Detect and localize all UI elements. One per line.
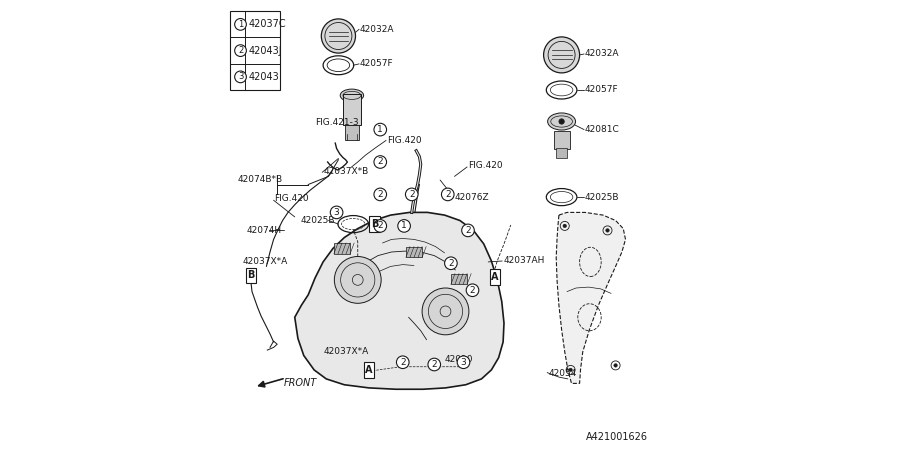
FancyBboxPatch shape (490, 269, 500, 285)
Text: 3: 3 (461, 358, 466, 367)
Text: B: B (371, 219, 378, 229)
Text: FIG.421-3: FIG.421-3 (315, 118, 358, 127)
Text: 42043: 42043 (248, 72, 280, 82)
Circle shape (374, 156, 387, 168)
FancyBboxPatch shape (554, 130, 570, 148)
FancyBboxPatch shape (334, 243, 350, 254)
Text: 42081C: 42081C (585, 125, 620, 134)
Circle shape (398, 220, 410, 232)
Text: 2: 2 (377, 158, 383, 166)
Circle shape (335, 256, 382, 303)
Circle shape (614, 364, 617, 367)
FancyBboxPatch shape (369, 216, 380, 232)
Circle shape (235, 71, 247, 83)
Text: 42025B: 42025B (585, 193, 619, 202)
Circle shape (321, 19, 356, 53)
Text: 2: 2 (400, 358, 406, 367)
Text: 42037X*A: 42037X*A (242, 257, 287, 266)
Text: 42037AH: 42037AH (503, 256, 544, 265)
Text: 3: 3 (238, 72, 243, 81)
FancyBboxPatch shape (230, 11, 280, 90)
Text: FIG.420: FIG.420 (274, 194, 309, 203)
Circle shape (428, 358, 441, 371)
Text: 42037X*A: 42037X*A (323, 346, 368, 356)
Text: 1: 1 (238, 20, 243, 29)
Circle shape (405, 188, 418, 201)
Circle shape (462, 224, 474, 237)
Text: 42057F: 42057F (360, 59, 393, 68)
Circle shape (563, 224, 567, 228)
Text: 42037C: 42037C (248, 19, 286, 29)
FancyBboxPatch shape (345, 125, 359, 140)
FancyBboxPatch shape (364, 362, 374, 378)
Circle shape (544, 37, 580, 73)
Circle shape (235, 45, 247, 56)
Text: 42057F: 42057F (585, 86, 618, 94)
Text: 42054: 42054 (548, 369, 577, 378)
FancyBboxPatch shape (451, 274, 467, 284)
Circle shape (422, 288, 469, 335)
Text: B: B (248, 270, 255, 280)
Circle shape (235, 18, 247, 30)
FancyBboxPatch shape (247, 267, 256, 284)
Text: 42074B*B: 42074B*B (238, 176, 283, 184)
Circle shape (457, 356, 470, 369)
Text: 42025B: 42025B (301, 216, 335, 225)
Text: 42032A: 42032A (585, 50, 619, 58)
Circle shape (466, 284, 479, 297)
FancyBboxPatch shape (556, 148, 567, 157)
Text: 42076Z: 42076Z (454, 193, 489, 202)
Polygon shape (295, 212, 504, 389)
Text: FRONT: FRONT (284, 378, 317, 388)
Text: 2: 2 (238, 46, 243, 55)
Circle shape (330, 206, 343, 219)
Ellipse shape (340, 89, 364, 102)
Polygon shape (556, 212, 626, 383)
Text: 42074H: 42074H (247, 226, 282, 235)
Text: 2: 2 (431, 360, 437, 369)
Circle shape (441, 188, 454, 201)
FancyBboxPatch shape (343, 94, 361, 125)
Circle shape (559, 119, 564, 124)
Circle shape (374, 188, 387, 201)
Text: 42037X*B: 42037X*B (323, 166, 368, 176)
Circle shape (374, 220, 387, 232)
Circle shape (445, 257, 457, 270)
Text: 2: 2 (445, 190, 451, 199)
Text: 2: 2 (470, 286, 475, 295)
Text: 2: 2 (377, 190, 383, 199)
Text: FIG.420: FIG.420 (468, 161, 502, 170)
Text: FIG.420: FIG.420 (387, 136, 421, 145)
Circle shape (396, 356, 409, 369)
Text: 2: 2 (409, 190, 415, 199)
Text: 3: 3 (334, 208, 339, 217)
Text: 2: 2 (448, 259, 454, 268)
Circle shape (374, 123, 387, 136)
Text: A: A (491, 272, 499, 282)
Circle shape (606, 229, 609, 232)
Ellipse shape (547, 113, 576, 130)
Circle shape (569, 368, 572, 372)
Text: 1: 1 (401, 221, 407, 230)
Text: A: A (365, 365, 373, 375)
Text: A421001626: A421001626 (586, 432, 647, 441)
Text: 2: 2 (465, 226, 471, 235)
Text: 42010: 42010 (445, 356, 473, 364)
Text: 42032A: 42032A (360, 25, 394, 34)
FancyBboxPatch shape (406, 247, 422, 257)
Text: 42043J: 42043J (248, 45, 283, 56)
Text: 1: 1 (377, 125, 383, 134)
Text: 2: 2 (377, 221, 383, 230)
